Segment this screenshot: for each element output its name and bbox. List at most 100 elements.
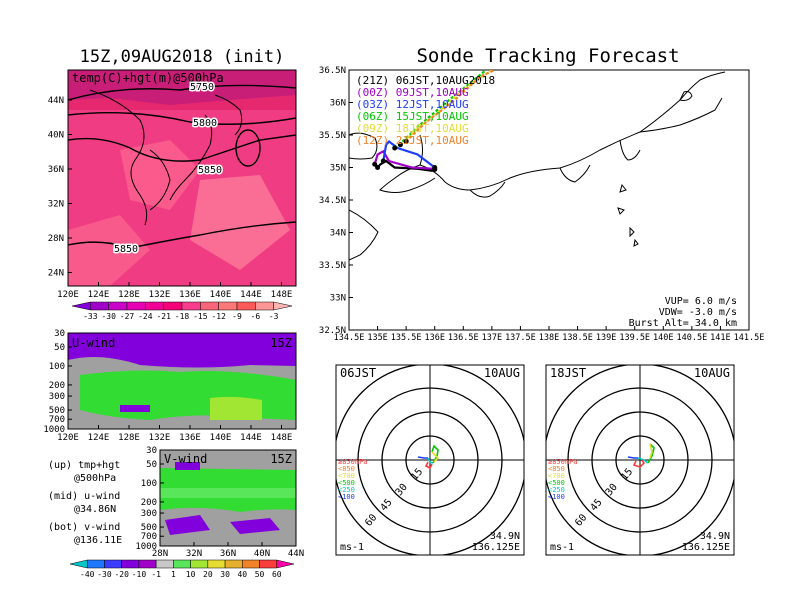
- ring-label: 15: [619, 467, 635, 483]
- temp-lat-ticks: 44N 40N 36N 32N 28N 24N: [48, 96, 72, 279]
- lat-tick-label: 28N: [152, 549, 168, 559]
- lon-tick-label: 140E: [210, 433, 232, 443]
- track-line: [382, 140, 436, 169]
- pressure-tick-label: 200: [49, 381, 65, 391]
- polar-legend-entry: ≥850hPa: [548, 458, 578, 466]
- main-title: Sonde Tracking Forecast: [416, 45, 679, 67]
- polar-lat: 34.9N: [490, 531, 520, 542]
- hodograph-segment: [649, 443, 653, 459]
- wind-colorbar: -40 -30 -20 -10 -1 1 10 20 30 40 50 60: [69, 559, 295, 579]
- colorbar-label: 30: [220, 570, 230, 579]
- lat-tick-label: 32N: [186, 549, 202, 559]
- track-line: [399, 70, 493, 146]
- lon-tick-label: 148E: [271, 290, 293, 300]
- launch-marker: [403, 139, 409, 144]
- polar-legend-entry: ≥850hPa: [338, 458, 368, 466]
- lat-tick-label: 34N: [330, 229, 346, 239]
- lon-tick-label: 144E: [240, 290, 262, 300]
- lon-tick-label: 138E: [539, 333, 559, 343]
- lon-tick-label: 136E: [179, 433, 201, 443]
- u-wind-label: U-wind: [72, 336, 115, 350]
- polar-legend-entry: <500: [548, 479, 565, 487]
- pressure-tick-label: 50: [146, 460, 157, 470]
- lat-tick-label: 40N: [254, 549, 270, 559]
- lat-tick-label: 32.5N: [319, 326, 346, 336]
- hodograph-segment: [637, 457, 649, 464]
- polar-legend-entry: <100: [548, 493, 565, 501]
- lat-tick-label: 34.5N: [319, 196, 346, 206]
- hodograph-segment: [417, 456, 428, 459]
- hodograph-segment: [424, 461, 433, 470]
- ring-label: 30: [604, 482, 620, 498]
- lon-tick-label: 132E: [149, 290, 171, 300]
- track-line: [405, 70, 496, 143]
- pressure-tick-label: 100: [141, 479, 157, 489]
- track-series: [372, 70, 496, 172]
- polar-inner: [336, 365, 524, 555]
- lon-tick-label: 136E: [424, 333, 444, 343]
- lon-tick-label: 128E: [118, 433, 140, 443]
- hodograph-segment: [647, 443, 655, 464]
- u-wind-time: 15Z: [270, 336, 292, 350]
- legend-entry: (21Z) 06JST,10AUG2018: [356, 74, 495, 87]
- colorbar-swatch: [71, 301, 91, 311]
- track-line: [393, 70, 487, 149]
- hodograph-segment: [632, 459, 646, 468]
- polar-legend-entry: <250: [338, 486, 355, 494]
- u-lon-ticks: 120E 124E 128E 132E 136E 140E 144E 148E: [57, 425, 292, 443]
- hodograph-segment: [627, 456, 638, 459]
- colorbar-label: -27: [120, 312, 135, 321]
- polar-lat: 34.9N: [700, 531, 730, 542]
- colorbar-label: -15: [193, 312, 208, 321]
- temp-colorbar: -33 -30 -27 -24 -21 -18 -15 -12 -9 -6 -3: [71, 301, 293, 321]
- polar-frame: [335, 364, 525, 556]
- colorbar-swatch: [259, 559, 278, 569]
- colorbar-label: 40: [237, 570, 247, 579]
- lon-tick-label: 128E: [118, 290, 140, 300]
- lon-tick-label: 136E: [179, 290, 201, 300]
- lat-tick-label: 33N: [330, 294, 346, 304]
- colorbar-label: -20: [114, 570, 129, 579]
- polar-legend-entry: <250: [548, 486, 565, 494]
- colorbar-label: 20: [203, 570, 213, 579]
- polar-legend-entry: <700: [338, 472, 355, 480]
- lat-tick-label: 35.5N: [319, 131, 346, 141]
- ring-label: 15: [409, 467, 425, 483]
- colorbar-label: -10: [132, 570, 147, 579]
- launch-marker: [380, 158, 386, 164]
- colorbar-swatch: [90, 301, 109, 311]
- note-line: @34.86N: [74, 504, 116, 515]
- colorbar-swatch: [163, 301, 183, 311]
- note-line: (up) tmp+hgt: [48, 460, 120, 471]
- ring-label: 60: [363, 512, 379, 528]
- pressure-tick-label: 1000: [135, 542, 157, 552]
- lon-tick-label: 135E: [367, 333, 387, 343]
- track-map-frame: [348, 69, 750, 331]
- contour-label: 5800: [193, 118, 217, 129]
- lat-tick-label: 36N: [48, 165, 64, 175]
- launch-marker: [392, 145, 398, 151]
- temp-map: [68, 70, 296, 286]
- contour-label: 5850: [114, 244, 138, 255]
- colorbar-swatch: [173, 559, 191, 569]
- hodograph-segment: [427, 457, 434, 464]
- lon-tick-label: 124E: [88, 290, 110, 300]
- pressure-tick-label: 30: [146, 446, 157, 456]
- colorbar-swatch: [69, 559, 88, 569]
- vdw-text: VDW= -3.0 m/s: [659, 307, 737, 318]
- lon-tick-label: 139.5E: [619, 333, 650, 343]
- lat-tick-label: 36.5N: [319, 66, 346, 76]
- hodograph-segment: [431, 444, 439, 464]
- colorbar-label: -21: [156, 312, 171, 321]
- colorbar-label: -9: [232, 312, 242, 321]
- colorbar-swatch: [126, 301, 146, 311]
- polar-time: 06JST: [340, 366, 376, 380]
- colorbar-swatch: [138, 559, 157, 569]
- lat-tick-label: 32N: [48, 200, 64, 210]
- ring-label: 60: [573, 512, 589, 528]
- temp-map-frame: [67, 69, 297, 287]
- contour-label: 5750: [190, 82, 214, 93]
- pressure-tick-label: 700: [141, 532, 157, 542]
- note-line: @136.11E: [74, 535, 122, 546]
- colorbar-swatch: [155, 559, 174, 569]
